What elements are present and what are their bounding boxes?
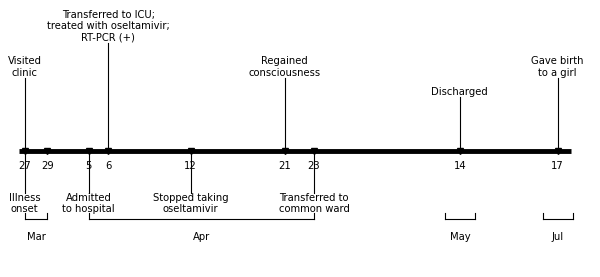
Text: 27: 27 — [18, 161, 31, 171]
Text: 23: 23 — [308, 161, 320, 171]
Text: Transferred to
common ward: Transferred to common ward — [278, 193, 349, 214]
Text: Jul: Jul — [551, 232, 564, 242]
Text: 21: 21 — [278, 161, 291, 171]
Text: 17: 17 — [551, 161, 564, 171]
Text: May: May — [449, 232, 470, 242]
Text: Admitted
to hospital: Admitted to hospital — [62, 193, 115, 214]
Text: Apr: Apr — [193, 232, 210, 242]
Text: 6: 6 — [105, 161, 112, 171]
Text: 5: 5 — [86, 161, 92, 171]
Text: 12: 12 — [184, 161, 197, 171]
Text: 29: 29 — [41, 161, 54, 171]
Text: Stopped taking
oseltamivir: Stopped taking oseltamivir — [152, 193, 229, 214]
Text: Discharged: Discharged — [431, 87, 488, 97]
Text: Mar: Mar — [26, 232, 46, 242]
Text: Transferred to ICU;
treated with oseltamivir;
RT-PCR (+): Transferred to ICU; treated with oseltam… — [47, 10, 170, 43]
Text: Gave birth
to a girl: Gave birth to a girl — [532, 56, 584, 78]
Text: Regained
consciousness: Regained consciousness — [248, 56, 320, 78]
Text: 14: 14 — [454, 161, 466, 171]
Text: Illness
onset: Illness onset — [9, 193, 40, 214]
Text: Visited
clinic: Visited clinic — [8, 56, 41, 78]
